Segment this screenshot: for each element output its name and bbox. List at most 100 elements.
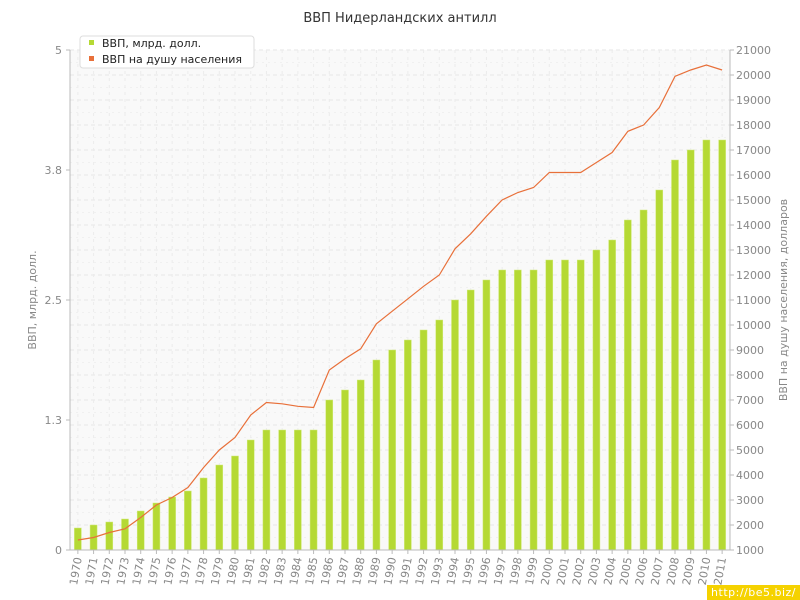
x-tick-label: 1998 bbox=[507, 556, 525, 586]
bar bbox=[356, 379, 365, 551]
right-tick-label: 17000 bbox=[736, 144, 771, 157]
x-tick-label: 1976 bbox=[161, 556, 179, 586]
bar bbox=[294, 429, 302, 551]
bar bbox=[482, 279, 491, 551]
bar bbox=[168, 496, 176, 551]
x-tick-label: 1983 bbox=[271, 556, 289, 586]
bar bbox=[529, 269, 538, 551]
right-tick-label: 10000 bbox=[736, 319, 771, 332]
x-tick-label: 2011 bbox=[711, 556, 729, 586]
bar bbox=[686, 149, 695, 551]
x-tick-label: 2004 bbox=[601, 556, 619, 586]
right-tick-label: 19000 bbox=[736, 94, 771, 107]
bar bbox=[435, 319, 444, 551]
left-tick-label: 0 bbox=[55, 544, 62, 557]
x-tick-label: 1981 bbox=[240, 556, 258, 586]
bar bbox=[671, 159, 679, 551]
x-tick-label: 2006 bbox=[633, 556, 651, 586]
legend-label-gdp: ВВП, млрд. долл. bbox=[102, 37, 201, 50]
right-tick-label: 11000 bbox=[736, 294, 771, 307]
right-tick-label: 13000 bbox=[736, 244, 771, 257]
bar bbox=[561, 259, 569, 551]
legend-box bbox=[79, 35, 255, 69]
bar bbox=[246, 439, 255, 551]
bar bbox=[325, 399, 334, 551]
bar bbox=[262, 429, 271, 551]
right-tick-label: 3000 bbox=[736, 494, 764, 507]
right-tick-label: 18000 bbox=[736, 119, 771, 132]
right-tick-label: 16000 bbox=[736, 169, 771, 182]
x-tick-label: 1988 bbox=[350, 556, 368, 586]
bar bbox=[152, 502, 161, 551]
bar bbox=[341, 389, 349, 551]
right-tick-label: 8000 bbox=[736, 369, 764, 382]
bar bbox=[278, 429, 286, 551]
x-tick-label: 1991 bbox=[397, 556, 415, 586]
right-tick-label: 15000 bbox=[736, 194, 771, 207]
bar bbox=[215, 464, 224, 551]
bar bbox=[105, 521, 114, 551]
x-axis-ticks: 1970197119721973197419751976197719781979… bbox=[67, 550, 729, 586]
line-series bbox=[77, 64, 723, 541]
bar-series bbox=[74, 139, 726, 551]
right-tick-label: 12000 bbox=[736, 269, 771, 282]
bar bbox=[639, 209, 648, 551]
right-tick-label: 2000 bbox=[736, 519, 764, 532]
x-tick-label: 2000 bbox=[539, 556, 557, 586]
x-tick-label: 1996 bbox=[476, 556, 494, 586]
x-tick-label: 2009 bbox=[680, 556, 698, 586]
left-tick-label: 2.5 bbox=[45, 294, 63, 307]
x-tick-label: 1973 bbox=[114, 556, 132, 586]
bar bbox=[372, 359, 381, 551]
bar bbox=[466, 289, 475, 551]
right-axis-label: ВВП на душу населения, долларов bbox=[777, 199, 790, 401]
bar bbox=[702, 139, 711, 551]
x-tick-label: 1975 bbox=[146, 556, 164, 586]
right-tick-label: 20000 bbox=[736, 69, 771, 82]
bar bbox=[451, 299, 459, 551]
x-tick-label: 1989 bbox=[366, 556, 384, 586]
watermark-link[interactable]: http://be5.biz/ bbox=[707, 585, 800, 600]
legend: ВВП, млрд. долл. ВВП на душу населения bbox=[79, 35, 255, 69]
left-tick-label: 5 bbox=[55, 44, 62, 57]
left-tick-label: 1.3 bbox=[45, 414, 63, 427]
x-tick-label: 2001 bbox=[554, 556, 572, 586]
bar bbox=[74, 527, 82, 551]
x-tick-label: 2003 bbox=[586, 556, 604, 586]
x-tick-label: 2008 bbox=[664, 556, 682, 586]
bar bbox=[199, 477, 208, 551]
bar bbox=[419, 329, 428, 551]
bar bbox=[655, 189, 664, 551]
x-tick-label: 1985 bbox=[303, 556, 321, 586]
bar bbox=[121, 518, 129, 551]
x-tick-label: 1980 bbox=[224, 556, 242, 586]
bar bbox=[498, 269, 506, 551]
x-tick-label: 1978 bbox=[193, 556, 211, 586]
chart-title: ВВП Нидерландских антилл bbox=[303, 11, 496, 26]
x-tick-label: 2005 bbox=[617, 556, 635, 586]
x-tick-label: 1977 bbox=[177, 556, 195, 586]
x-tick-label: 1972 bbox=[99, 556, 117, 586]
left-axis-ticks: 0 1.3 2.5 3.8 5 bbox=[45, 44, 70, 557]
x-tick-label: 1986 bbox=[319, 556, 337, 586]
legend-label-gdp-per-capita: ВВП на душу населения bbox=[102, 53, 242, 66]
bar bbox=[388, 349, 396, 551]
line-gdp-per-capita bbox=[77, 64, 723, 541]
bar bbox=[404, 339, 412, 551]
right-tick-label: 7000 bbox=[736, 394, 764, 407]
bar bbox=[718, 139, 726, 551]
bar bbox=[624, 219, 632, 551]
bar bbox=[309, 429, 318, 551]
x-tick-label: 1979 bbox=[209, 556, 227, 586]
x-tick-label: 2002 bbox=[570, 556, 588, 586]
x-tick-label: 1984 bbox=[287, 556, 305, 586]
x-tick-label: 1987 bbox=[334, 556, 352, 586]
left-tick-label: 3.8 bbox=[45, 164, 63, 177]
right-tick-label: 1000 bbox=[736, 544, 764, 557]
x-tick-label: 1993 bbox=[429, 556, 447, 586]
bar bbox=[545, 259, 554, 551]
right-axis-ticks: 1000 2000 3000 4000 5000 6000 7000 8000 9000 1000… bbox=[730, 44, 771, 557]
bar bbox=[592, 249, 601, 551]
right-tick-label: 14000 bbox=[736, 219, 771, 232]
